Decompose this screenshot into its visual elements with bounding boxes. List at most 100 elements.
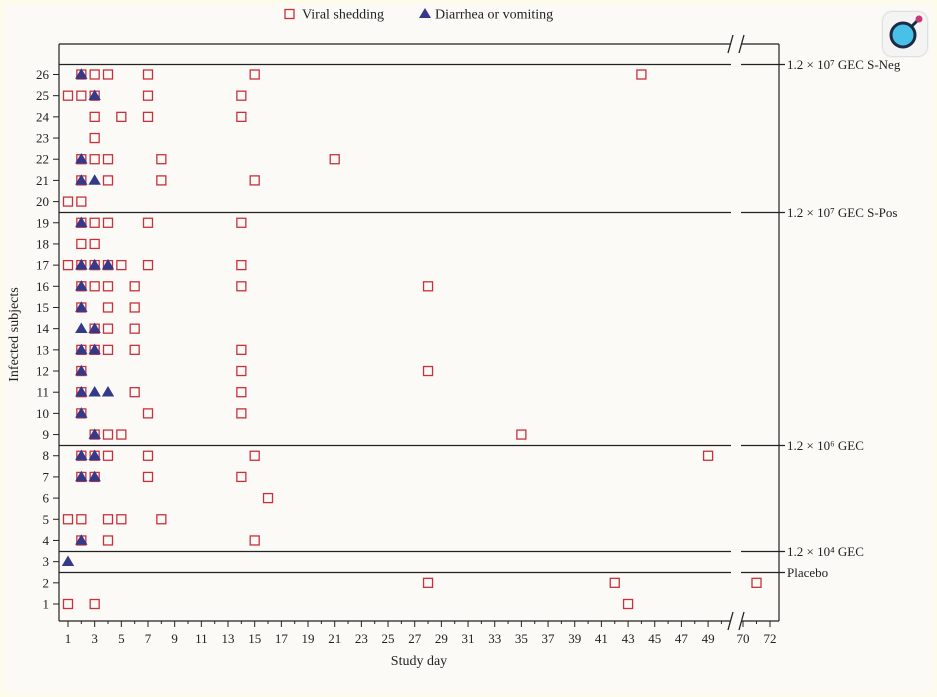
viral-shedding-marker xyxy=(102,514,114,525)
y-tick-label: 23 xyxy=(36,131,49,146)
legend-label-viral-shedding: Viral shedding xyxy=(302,8,384,23)
legend-marker-diarrhea-vomiting xyxy=(419,8,431,18)
y-tick-label: 19 xyxy=(36,215,49,230)
diarrhea-vomiting-marker xyxy=(75,280,88,291)
viral-shedding-marker xyxy=(102,323,114,334)
viral-shedding-marker xyxy=(102,302,114,313)
viral-shedding-marker xyxy=(262,492,274,504)
viral-shedding-marker xyxy=(236,387,247,398)
y-tick-label: 9 xyxy=(43,427,50,442)
viral-shedding-marker xyxy=(102,154,114,165)
diarrhea-vomiting-marker xyxy=(75,322,88,333)
x-tick-label: 37 xyxy=(542,631,556,646)
y-tick-label: 1 xyxy=(43,597,50,612)
x-tick-label: 7 xyxy=(145,631,152,646)
y-tick-label: 7 xyxy=(43,469,50,484)
viral-shedding-marker xyxy=(142,408,154,419)
x-tick-label: 19 xyxy=(302,631,315,646)
x-axis-title: Study day xyxy=(391,654,447,669)
diarrhea-vomiting-marker xyxy=(75,386,88,397)
viral-shedding-marker xyxy=(62,514,74,525)
viral-shedding-marker xyxy=(89,69,100,80)
viral-shedding-marker xyxy=(102,217,114,228)
x-tick-label: 43 xyxy=(622,631,635,646)
x-tick-label: 35 xyxy=(515,631,528,646)
viral-shedding-marker xyxy=(236,344,247,355)
viral-shedding-marker xyxy=(89,598,100,610)
y-tick-label: 16 xyxy=(36,279,50,294)
viral-shedding-marker xyxy=(89,238,100,250)
x-tick-label: 31 xyxy=(462,631,475,646)
viral-shedding-marker xyxy=(116,429,127,440)
diarrhea-vomiting-marker xyxy=(88,258,101,270)
viral-shedding-marker xyxy=(609,577,620,588)
magnifier-icon-graphic xyxy=(889,15,923,49)
diarrhea-vomiting-marker xyxy=(75,68,88,79)
magnifier-icon[interactable] xyxy=(883,12,927,56)
viral-shedding-marker xyxy=(102,450,114,461)
chart: 1 3 5 7 9 11 13 15 17 19 21 23 25 27 29 31 33 35 37 39 41 43 4… xyxy=(7,8,901,670)
x-tick-label: 5 xyxy=(118,631,125,646)
viral-shedding-marker xyxy=(129,387,140,398)
viral-shedding-marker xyxy=(129,281,140,292)
viral-shedding-marker xyxy=(142,69,154,80)
x-tick-label: 39 xyxy=(568,631,581,646)
diarrhea-vomiting-marker xyxy=(75,449,88,461)
diarrhea-vomiting-marker xyxy=(75,407,88,418)
viral-shedding-marker xyxy=(422,281,434,292)
diarrhea-vomiting-marker xyxy=(75,301,88,312)
diarrhea-vomiting-marker xyxy=(75,258,88,270)
diarrhea-vomiting-marker xyxy=(88,89,101,101)
y-tick-label: 15 xyxy=(36,300,49,315)
viral-shedding-marker xyxy=(102,344,114,355)
viral-shedding-marker xyxy=(236,111,247,123)
diarrhea-vomiting-marker xyxy=(61,555,75,566)
diarrhea-vomiting-marker xyxy=(75,153,88,164)
x-tick-label: 47 xyxy=(675,631,689,646)
plot-area xyxy=(59,44,779,621)
axis-break-mark xyxy=(738,611,745,631)
viral-shedding-marker xyxy=(236,90,247,101)
diarrhea-vomiting-marker xyxy=(88,322,101,333)
viral-shedding-marker xyxy=(329,154,340,165)
viral-shedding-marker xyxy=(102,69,114,80)
y-tick-label: 24 xyxy=(36,109,50,124)
diarrhea-vomiting-marker xyxy=(88,428,101,439)
viral-shedding-marker xyxy=(116,111,127,123)
group-label: 1.2 × 10⁷ GEC S-Neg xyxy=(787,57,901,72)
viral-shedding-marker xyxy=(76,196,87,207)
y-tick-label: 13 xyxy=(36,342,49,357)
viral-shedding-marker xyxy=(622,598,634,610)
diarrhea-vomiting-marker xyxy=(75,470,88,482)
viral-shedding-marker xyxy=(702,450,714,461)
viral-shedding-marker xyxy=(89,281,100,292)
y-tick-label: 14 xyxy=(36,321,50,336)
viral-shedding-marker xyxy=(236,281,247,292)
viral-shedding-marker xyxy=(156,175,167,186)
y-tick-label: 25 xyxy=(36,88,49,103)
diarrhea-vomiting-marker xyxy=(101,386,115,397)
x-tick-label: 29 xyxy=(435,631,448,646)
diarrhea-vomiting-marker xyxy=(75,174,88,185)
viral-shedding-marker xyxy=(76,514,87,525)
y-tick-label: 20 xyxy=(36,194,49,209)
diarrhea-vomiting-marker xyxy=(75,216,88,228)
y-tick-label: 5 xyxy=(43,512,50,527)
axis-break-mark xyxy=(727,34,734,54)
viral-shedding-marker xyxy=(516,429,527,440)
viral-shedding-marker xyxy=(76,90,87,101)
viral-shedding-marker xyxy=(142,217,154,228)
viral-shedding-marker xyxy=(89,132,100,144)
y-tick-label: 6 xyxy=(43,491,50,506)
viral-shedding-marker xyxy=(249,69,260,80)
viral-shedding-marker xyxy=(249,535,260,546)
diarrhea-vomiting-marker xyxy=(88,470,101,482)
x-tick-label: 33 xyxy=(488,631,501,646)
viral-shedding-marker xyxy=(751,577,762,588)
x-tick-label: 72 xyxy=(764,631,777,646)
viral-shedding-marker xyxy=(102,281,114,292)
x-tick-label: 9 xyxy=(171,631,178,646)
viral-shedding-marker xyxy=(129,323,140,334)
y-tick-label: 21 xyxy=(36,173,49,188)
diarrhea-vomiting-marker xyxy=(75,534,88,545)
